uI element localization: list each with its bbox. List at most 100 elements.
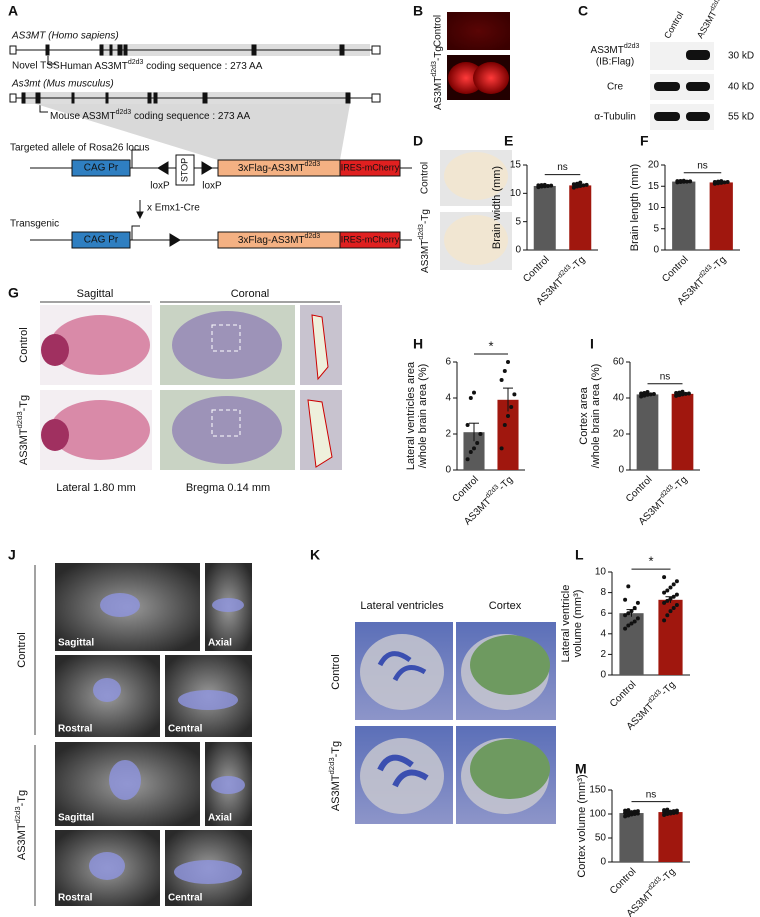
label: Control xyxy=(330,654,342,689)
data-point xyxy=(626,611,631,616)
panel-letter: D xyxy=(413,133,423,149)
data-point xyxy=(668,809,673,814)
data-point xyxy=(584,182,589,187)
data-point xyxy=(472,446,476,451)
data-point xyxy=(671,582,676,587)
data-point xyxy=(639,391,644,396)
label: Sagittal xyxy=(58,813,94,824)
y-tick-label: 4 xyxy=(600,628,606,639)
label: STOP xyxy=(179,158,189,182)
label: 3xFlag-AS3MTd2d3 xyxy=(238,233,320,246)
data-point xyxy=(662,808,667,813)
data-point xyxy=(716,179,721,184)
data-point xyxy=(536,183,541,188)
y-tick-label: 0 xyxy=(445,465,451,476)
data-point xyxy=(681,178,686,183)
text-part: AS3MT xyxy=(433,77,444,110)
superscript: d2d3 xyxy=(305,233,321,240)
data-point xyxy=(465,423,470,427)
data-point xyxy=(571,182,576,187)
label: AS3MTd2d3-Tg xyxy=(694,0,733,40)
data-point xyxy=(665,613,670,618)
data-point xyxy=(668,596,673,601)
label: Control xyxy=(420,162,431,194)
data-point xyxy=(623,626,628,631)
label: Control xyxy=(16,632,28,667)
data-point xyxy=(639,394,644,399)
label: AS3MTd2d3 xyxy=(591,43,640,56)
y-tick-label: 10 xyxy=(595,567,607,578)
data-point xyxy=(629,621,634,626)
y-tick-label: 10 xyxy=(648,202,660,213)
label: IRES-mCherry xyxy=(341,162,400,172)
data-point xyxy=(674,602,679,607)
text-part: -Tg xyxy=(497,474,515,492)
label: Sagittal xyxy=(77,288,114,300)
data-point xyxy=(632,606,637,611)
label: AS3MTd2d3-Tg xyxy=(431,46,444,110)
data-point xyxy=(623,808,628,813)
significance-label: * xyxy=(648,554,653,569)
y-tick-label: 5 xyxy=(515,216,521,227)
x-tick-label: Control xyxy=(624,474,655,505)
label: Bregma 0.14 mm xyxy=(186,482,270,494)
y-tick-label: 4 xyxy=(445,393,451,404)
text-part: AS3MT xyxy=(591,45,624,56)
text-part: Mouse AS3MT xyxy=(50,111,116,122)
data-point xyxy=(675,179,680,184)
data-point xyxy=(668,585,673,590)
y-tick-label: 40 xyxy=(613,393,625,404)
data-point xyxy=(684,179,689,184)
text-part: -Tg xyxy=(16,790,28,807)
data-point xyxy=(648,392,653,397)
label: IRES-mCherry xyxy=(341,234,400,244)
data-point xyxy=(645,390,650,395)
label: Control xyxy=(662,10,685,40)
panel-letter: J xyxy=(8,547,16,563)
data-point xyxy=(725,180,730,184)
y-tick-label: 150 xyxy=(589,785,606,796)
data-point xyxy=(581,183,586,188)
data-point xyxy=(468,396,473,400)
data-point xyxy=(539,183,544,188)
label: 55 kD xyxy=(728,112,754,123)
y-tick-label: 15 xyxy=(510,160,522,171)
label: AS3MTd2d3-Tg xyxy=(327,741,342,811)
label: Sagittal xyxy=(58,638,94,649)
superscript: d2d3 xyxy=(431,61,438,77)
text-part: AS3MT xyxy=(675,276,706,307)
y-tick-label: 10 xyxy=(510,188,522,199)
y-tick-label: 100 xyxy=(589,809,606,820)
label: AS3MTd2d3-Tg xyxy=(15,395,30,465)
panel-letter: E xyxy=(504,133,513,149)
data-point xyxy=(475,441,480,445)
data-point xyxy=(575,184,580,189)
bar xyxy=(533,185,556,250)
y-axis-label: /whole brain area (%) xyxy=(417,364,429,469)
data-point xyxy=(632,809,637,814)
text-part: -Tg xyxy=(18,395,30,412)
y-axis-label: Cortex area xyxy=(578,386,590,444)
data-point xyxy=(674,808,679,813)
data-point xyxy=(549,183,554,188)
superscript: d2d3 xyxy=(418,224,425,240)
label: 3xFlag-AS3MTd2d3 xyxy=(238,161,320,174)
label: AS3MT (Homo sapiens) xyxy=(11,31,119,42)
data-point xyxy=(688,179,693,184)
data-point xyxy=(468,450,473,454)
data-point xyxy=(674,579,679,584)
text-part: AS3MT xyxy=(625,701,656,732)
data-point xyxy=(506,360,510,364)
y-tick-label: 0 xyxy=(515,245,521,256)
data-point xyxy=(499,446,504,451)
text-part: AS3MT xyxy=(330,774,342,811)
bar xyxy=(497,399,519,470)
superscript: d2d3 xyxy=(305,161,321,168)
data-point xyxy=(623,814,628,819)
label: Rostral xyxy=(58,724,93,735)
data-point xyxy=(506,414,510,418)
data-point xyxy=(662,600,667,605)
label: α-Tubulin xyxy=(594,112,636,123)
bar xyxy=(709,182,733,250)
